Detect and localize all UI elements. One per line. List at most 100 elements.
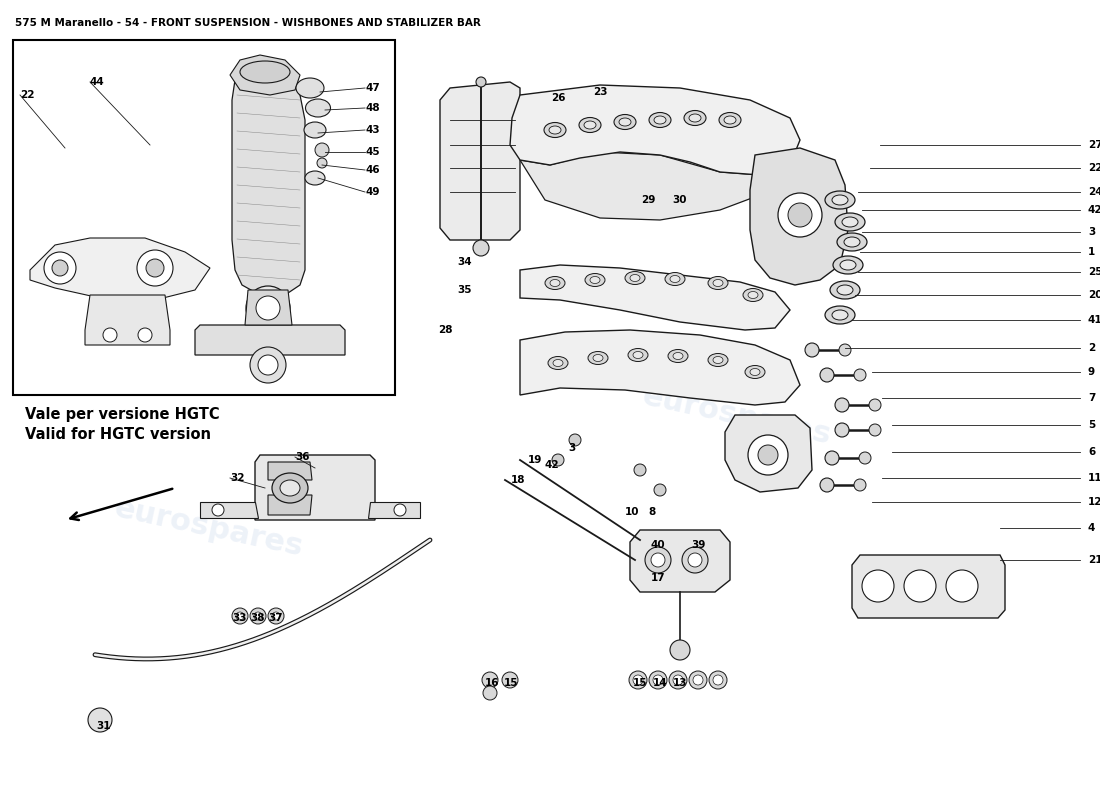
Circle shape xyxy=(138,250,173,286)
Ellipse shape xyxy=(548,357,568,370)
Text: 42: 42 xyxy=(1088,205,1100,215)
Text: 39: 39 xyxy=(691,540,705,550)
Text: 49: 49 xyxy=(365,187,380,197)
Text: 17: 17 xyxy=(651,573,666,583)
Text: 29: 29 xyxy=(641,195,656,205)
Text: 14: 14 xyxy=(652,678,668,688)
Circle shape xyxy=(103,328,117,342)
Ellipse shape xyxy=(742,289,763,302)
Polygon shape xyxy=(440,82,520,240)
Circle shape xyxy=(552,454,564,466)
Circle shape xyxy=(44,252,76,284)
Circle shape xyxy=(673,675,683,685)
Ellipse shape xyxy=(649,113,671,127)
Circle shape xyxy=(689,671,707,689)
Circle shape xyxy=(258,355,278,375)
Text: 4: 4 xyxy=(1088,523,1096,533)
Polygon shape xyxy=(368,502,420,518)
Circle shape xyxy=(236,612,244,620)
Text: 22: 22 xyxy=(1088,163,1100,173)
Polygon shape xyxy=(268,495,312,515)
Text: 36: 36 xyxy=(295,452,309,462)
Ellipse shape xyxy=(666,273,685,286)
Circle shape xyxy=(473,240,490,256)
Circle shape xyxy=(483,686,497,700)
Circle shape xyxy=(778,193,822,237)
Text: 10: 10 xyxy=(625,507,639,517)
Circle shape xyxy=(138,328,152,342)
Text: 45: 45 xyxy=(365,147,380,157)
Circle shape xyxy=(788,203,812,227)
Ellipse shape xyxy=(668,350,688,362)
Polygon shape xyxy=(520,152,790,220)
Polygon shape xyxy=(852,555,1005,618)
Circle shape xyxy=(758,445,778,465)
Circle shape xyxy=(710,671,727,689)
Text: 11: 11 xyxy=(1088,473,1100,483)
Text: 3: 3 xyxy=(569,443,575,453)
Text: 7: 7 xyxy=(1088,393,1096,403)
Circle shape xyxy=(820,478,834,492)
Ellipse shape xyxy=(689,114,701,122)
Circle shape xyxy=(835,423,849,437)
Text: 18: 18 xyxy=(510,475,526,485)
Text: 2: 2 xyxy=(1088,343,1096,353)
Text: 15: 15 xyxy=(504,678,518,688)
Bar xyxy=(13,40,395,395)
Ellipse shape xyxy=(719,113,741,127)
Ellipse shape xyxy=(713,279,723,286)
Circle shape xyxy=(713,675,723,685)
Ellipse shape xyxy=(549,126,561,134)
Text: eurospares: eurospares xyxy=(640,382,834,450)
Text: 25: 25 xyxy=(1088,267,1100,277)
Ellipse shape xyxy=(745,366,764,378)
Text: 35: 35 xyxy=(458,285,472,295)
Polygon shape xyxy=(232,75,305,295)
Circle shape xyxy=(315,143,329,157)
Ellipse shape xyxy=(625,271,645,285)
Ellipse shape xyxy=(630,274,640,282)
Text: 3: 3 xyxy=(1088,227,1096,237)
Polygon shape xyxy=(750,148,848,285)
Circle shape xyxy=(862,570,894,602)
Ellipse shape xyxy=(825,306,855,324)
Text: 27: 27 xyxy=(1088,140,1100,150)
Text: 37: 37 xyxy=(268,613,284,623)
Text: 9: 9 xyxy=(1088,367,1096,377)
Ellipse shape xyxy=(654,116,666,124)
Ellipse shape xyxy=(748,291,758,298)
Polygon shape xyxy=(255,455,375,520)
Circle shape xyxy=(904,570,936,602)
Ellipse shape xyxy=(825,191,855,209)
Text: 8: 8 xyxy=(648,507,656,517)
Text: 6: 6 xyxy=(1088,447,1096,457)
Ellipse shape xyxy=(632,351,644,358)
Circle shape xyxy=(394,504,406,516)
Text: 5: 5 xyxy=(1088,420,1096,430)
Circle shape xyxy=(651,553,666,567)
Circle shape xyxy=(859,452,871,464)
Circle shape xyxy=(569,434,581,446)
Ellipse shape xyxy=(272,473,308,503)
Ellipse shape xyxy=(296,78,324,98)
Circle shape xyxy=(653,675,663,685)
Polygon shape xyxy=(630,530,730,592)
Circle shape xyxy=(212,504,224,516)
Circle shape xyxy=(254,612,262,620)
Circle shape xyxy=(268,608,284,624)
Polygon shape xyxy=(268,462,312,480)
Circle shape xyxy=(232,608,248,624)
Circle shape xyxy=(649,671,667,689)
Ellipse shape xyxy=(837,285,852,295)
Circle shape xyxy=(645,547,671,573)
Circle shape xyxy=(669,671,688,689)
Text: 46: 46 xyxy=(365,165,380,175)
Ellipse shape xyxy=(684,110,706,126)
Text: 12: 12 xyxy=(1088,497,1100,507)
Ellipse shape xyxy=(673,353,683,359)
Polygon shape xyxy=(520,330,800,405)
Circle shape xyxy=(629,671,647,689)
Circle shape xyxy=(654,484,666,496)
Ellipse shape xyxy=(708,354,728,366)
Circle shape xyxy=(688,553,702,567)
